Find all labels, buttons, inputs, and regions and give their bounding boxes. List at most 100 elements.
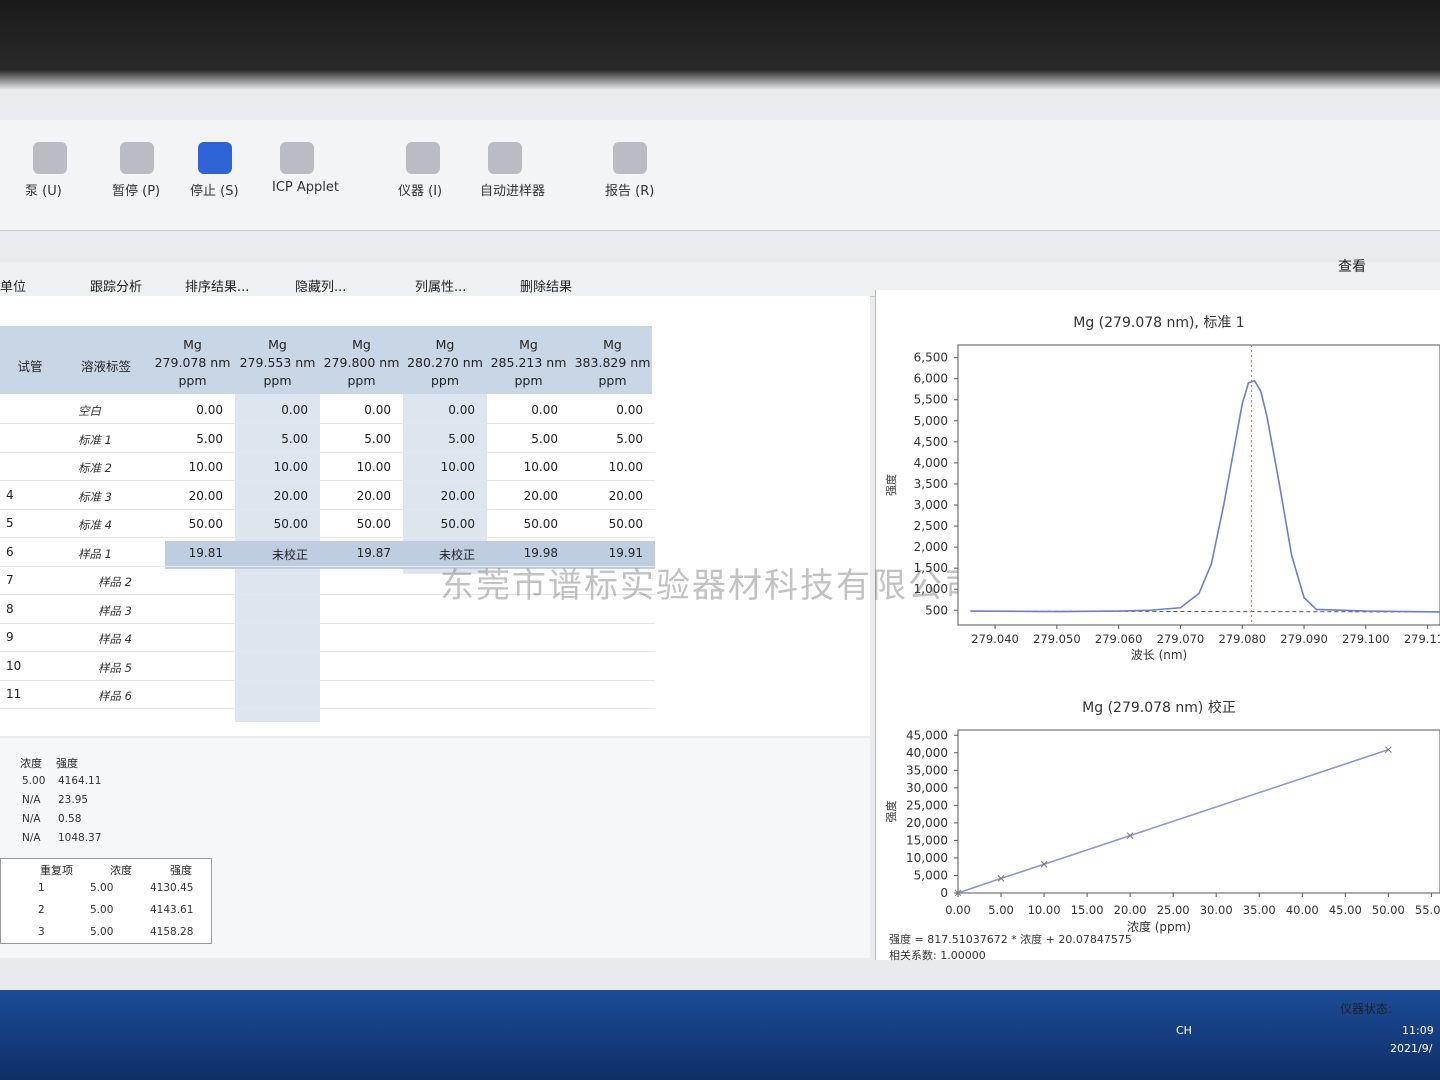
- toolbar-item[interactable]: 单位: [0, 280, 27, 295]
- toolbar-button[interactable]: 停止 (S): [190, 184, 239, 199]
- y-tick-label: 45,000: [906, 728, 948, 742]
- value-cell: 10.00: [608, 460, 643, 474]
- value-cell: 5.00: [531, 431, 558, 446]
- header-bg: [0, 326, 652, 394]
- repeats-cell: 4158.28: [150, 926, 194, 938]
- label-cell: 标准 1: [78, 432, 112, 447]
- label-cell: 样品 6: [98, 689, 132, 703]
- toolbar-item[interactable]: 排序结果...: [185, 280, 250, 295]
- status-bar: [0, 960, 1440, 990]
- x-tick-label: 25.00: [1157, 903, 1190, 917]
- y-tick-label: 4,500: [914, 435, 948, 449]
- y-tick-label: 15,000: [906, 833, 948, 847]
- toolbar-icon: [613, 142, 647, 174]
- point-marker: [954, 889, 962, 897]
- tube-cell: 8: [6, 601, 14, 616]
- ribbon: [0, 120, 1440, 231]
- value-cell: 20.00: [608, 488, 643, 503]
- y-tick-label: 30,000: [906, 781, 948, 795]
- label-cell: 标准 4: [78, 518, 112, 532]
- x-axis-label: 波长 (nm): [1131, 648, 1187, 662]
- lang: CH: [1176, 1024, 1192, 1037]
- stats-cell: N/A: [22, 794, 41, 806]
- toolbar-button[interactable]: 泵 (U): [25, 184, 62, 199]
- value-cell: 19.98: [523, 545, 558, 560]
- y-tick-label: 10,000: [906, 851, 948, 865]
- x-axis-label: 浓度 (ppm): [1127, 919, 1191, 934]
- label-cell: 样品 4: [98, 632, 132, 646]
- toolbar-button[interactable]: 仪器 (I): [398, 184, 443, 199]
- stats-cell: 1048.37: [58, 832, 102, 844]
- date: 2021/9/: [1390, 1042, 1433, 1055]
- value-cell: 50.00: [523, 517, 558, 531]
- point-marker: [1040, 860, 1048, 868]
- tube-cell: 5: [6, 516, 14, 530]
- row-line: [0, 537, 655, 538]
- value-cell: 50.00: [188, 517, 223, 531]
- y-tick-label: 40,000: [906, 746, 948, 760]
- value-cell: 19.91: [608, 545, 643, 560]
- repeats-cell: 5.00: [90, 904, 114, 916]
- row-line: [0, 451, 655, 453]
- value-cell: 0.00: [364, 403, 391, 417]
- column-header: Mg 279.553 nm ppm: [239, 337, 316, 388]
- value-cell: 50.00: [608, 517, 643, 531]
- y-tick-label: 5,000: [914, 868, 948, 882]
- toolbar-item[interactable]: 删除结果: [520, 280, 573, 295]
- toolbar-button[interactable]: 暂停 (P): [112, 184, 161, 199]
- x-tick-label: 10.00: [1028, 903, 1061, 917]
- label-cell: 标准 3: [78, 489, 112, 504]
- selected-row: [165, 541, 655, 569]
- toolbar-item[interactable]: 列属性...: [415, 280, 467, 295]
- plot-area: [957, 344, 1440, 626]
- toolbar-button[interactable]: ICP Applet: [272, 180, 339, 195]
- row-line: [0, 480, 655, 481]
- toolbar-button[interactable]: 报告 (R): [605, 184, 655, 199]
- value-cell: 5.00: [281, 431, 308, 446]
- label-cell: 样品 5: [98, 660, 132, 675]
- value-cell: 20.00: [523, 488, 558, 503]
- x-tick-label: 35.00: [1243, 903, 1276, 917]
- value-cell: 5.00: [196, 431, 223, 446]
- toolbar-icon: [488, 142, 522, 174]
- repeats-cell: 5.00: [90, 882, 114, 894]
- toolbar-icon: [33, 142, 67, 174]
- value-cell: 0.00: [531, 403, 558, 417]
- column-header: 试管: [17, 359, 43, 374]
- stats-cell: 23.95: [58, 794, 89, 806]
- chart: Mg (279.078 nm) 校正 0 5,000 10,000 15,000 20,0…: [884, 699, 1440, 962]
- series-line: [970, 379, 1440, 613]
- row-line: [0, 594, 655, 595]
- chart-title: Mg (279.078 nm) 校正: [1082, 699, 1236, 716]
- stats-header: 强度: [56, 757, 78, 770]
- equation: 强度 = 817.51037672 * 浓度 + 20.07847575: [889, 932, 1132, 946]
- column-header: Mg 280.270 nm ppm: [407, 337, 483, 388]
- value-cell: 5.00: [616, 431, 643, 446]
- toolbar-item[interactable]: 隐藏列...: [295, 280, 347, 295]
- value-cell: 10.00: [356, 460, 391, 474]
- value-cell: 5.00: [448, 431, 475, 446]
- y-tick-label: 6,500: [914, 351, 948, 365]
- chart: Mg (279.078 nm), 标准 1 500 1,000 1,500 2,000 2…: [884, 315, 1440, 662]
- x-tick-label: 5.00: [988, 903, 1014, 917]
- value-cell: 20.00: [356, 488, 391, 503]
- tube-cell: 4: [6, 487, 14, 502]
- view-button[interactable]: 查看: [1338, 259, 1366, 275]
- toolbar-icon: [280, 142, 314, 174]
- taskbar: [0, 980, 1440, 1080]
- x-tick-label: 279.070: [1157, 632, 1205, 646]
- toolbar-item[interactable]: 跟踪分析: [90, 280, 143, 295]
- toolbar-button[interactable]: 自动进样器: [480, 184, 546, 199]
- stats-cell: N/A: [22, 832, 41, 844]
- label-cell: 样品 1: [78, 546, 112, 561]
- x-tick-label: 55.00: [1415, 903, 1440, 917]
- x-tick-label: 279.040: [971, 632, 1019, 646]
- watermark: 东莞市谱标实验器材科技有限公司: [440, 566, 980, 606]
- value-cell: 20.00: [440, 488, 475, 503]
- x-tick-label: 279.100: [1342, 632, 1390, 646]
- y-tick-label: 0: [940, 886, 948, 900]
- y-tick-label: 25,000: [906, 798, 948, 812]
- x-tick-label: 279.090: [1280, 632, 1328, 646]
- row-line: [0, 508, 655, 510]
